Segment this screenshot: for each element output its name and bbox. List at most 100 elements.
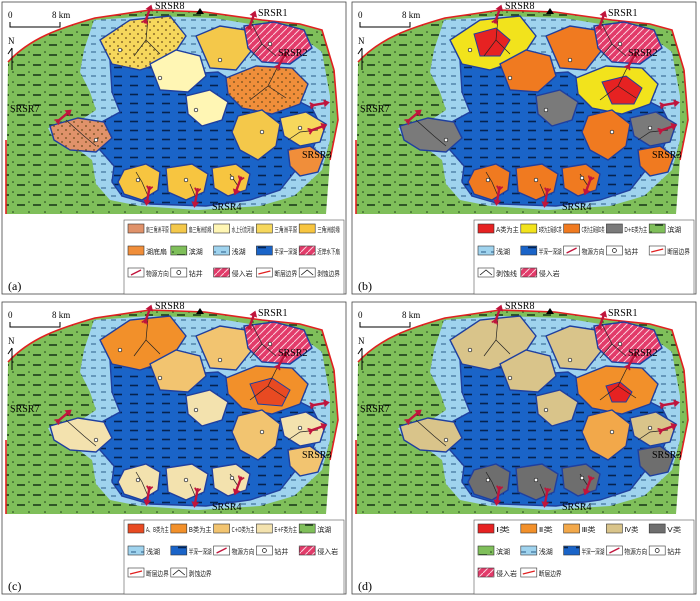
source-arrow-icon (245, 310, 258, 331)
well-marker (117, 47, 123, 53)
panel-b: SRSR8 SRSR1 SRSR2 SRSR7 SRSR3 SRSR4 0 8 km N (b) A… (351, 1, 697, 295)
channel-line (415, 119, 447, 147)
well-marker (217, 357, 223, 363)
legend-item: 半深一深湖 (256, 245, 297, 256)
legend-item: 扇三角洲前缘 (170, 223, 212, 234)
legend-item: 水上分流河道 (213, 223, 255, 234)
legend-swatch (563, 545, 580, 556)
source-label: SRSR2 (628, 48, 657, 59)
fan-srsr4-east (211, 463, 251, 497)
panel-d: SRSR8 SRSR1 SRSR2 SRSR7 SRSR3 SRSR4 0 8 km N (d) Ⅰ… (351, 301, 697, 595)
legend-item: C类为主局部D类 (563, 223, 604, 234)
well-marker (183, 177, 189, 183)
legend-item: 侵入岩 (213, 267, 253, 278)
source-label: SRSR3 (652, 450, 681, 461)
legend-label: B类为主局部C类 (539, 225, 562, 234)
legend-item: Ⅴ类 (648, 523, 681, 534)
fan-srsr2-south (581, 109, 631, 161)
legend-label: Ⅲ类 (582, 525, 596, 534)
legend-item: 浅湖 (213, 245, 246, 256)
source-arrow-icon (491, 4, 504, 25)
source-arrow-icon (245, 10, 258, 31)
north-label: N (358, 336, 365, 346)
channel-line (495, 339, 511, 355)
source-arrow-icon (659, 99, 680, 110)
legend-swatch (606, 523, 623, 534)
fault-boundary-east (329, 369, 339, 461)
legend-item: 物源方向 (127, 267, 169, 278)
source-arrow-icon (595, 310, 608, 331)
legend-label: 剥蚀线 (496, 269, 517, 278)
legend-label: 侵入岩 (496, 569, 517, 578)
source-label: SRSR3 (652, 150, 681, 161)
source-arrow-icon (307, 122, 328, 135)
well-marker (217, 57, 223, 63)
legend-swatch (563, 523, 580, 534)
triangle-marker (546, 308, 554, 314)
legend-swatch (606, 223, 623, 234)
source-label: SRSR4 (212, 502, 241, 513)
source-arrow-icon (582, 475, 595, 496)
legend-item: 剥蚀边界 (298, 267, 340, 278)
legend-swatch (256, 245, 273, 256)
legend-item: C+D类为主 (213, 523, 254, 534)
legend-label: 物源方向 (146, 269, 169, 278)
legend-label: Ⅳ类 (624, 525, 638, 534)
well-marker (93, 137, 99, 143)
triangle-marker (196, 8, 204, 14)
panel-label: (d) (358, 579, 372, 593)
channel-line (249, 343, 263, 359)
legend-label: 侵入岩 (539, 269, 560, 278)
legend-item: 浅湖 (477, 245, 510, 256)
fan-srsr1 (593, 321, 663, 365)
source-arrow-icon (191, 187, 202, 208)
legend-label: 水上分流河道 (232, 225, 255, 234)
legend-label: 浅湖 (146, 547, 160, 556)
well-marker (183, 477, 189, 483)
source-label: SRSR1 (608, 8, 637, 19)
well-marker (157, 375, 163, 381)
north-arrow-icon: N (7, 36, 15, 70)
panel-c: SRSR8 SRSR1 SRSR2 SRSR7 SRSR3 SRSR4 0 8 km N (c) A… (1, 301, 347, 595)
legend-swatch (256, 523, 273, 534)
source-arrow-icon (493, 185, 504, 206)
fan-srsr8-east (149, 49, 207, 93)
well-marker (533, 477, 539, 483)
legend-swatch (298, 545, 316, 556)
legend-swatch (213, 223, 230, 234)
legend-label: 滨湖 (189, 247, 203, 256)
core-srsr8 (473, 27, 511, 57)
scale-zero: 0 (8, 10, 13, 20)
fault-boundary-east (329, 69, 339, 161)
legend-swatch (127, 245, 145, 256)
legend-label: 近岸水下扇 (317, 247, 340, 256)
well-marker (543, 407, 549, 413)
source-label: SRSR7 (360, 104, 389, 115)
north-arrow-icon: N (357, 36, 365, 70)
legend-item: 断层边界 (648, 245, 690, 256)
source-label: SRSR8 (505, 1, 534, 12)
legend-item: 物源方向 (606, 545, 647, 556)
well-marker (617, 41, 623, 47)
legend-swatch (170, 223, 188, 234)
fan-srsr4-east (561, 163, 601, 197)
well-marker (135, 477, 141, 483)
legend-label: E+F类为主 (274, 525, 297, 534)
legend-label: B类为主 (189, 525, 212, 534)
scale-bar: 0 8 km (358, 10, 420, 28)
legend-label: 侵入岩 (317, 547, 338, 556)
legend-label: 三角洲平原 (274, 225, 297, 234)
legend-label: 浅湖 (232, 247, 246, 256)
fan-srsr8-east (499, 349, 557, 393)
scale-zero: 0 (358, 310, 363, 320)
legend-item: 扇三角洲平原 (127, 223, 169, 234)
channel-line (145, 339, 161, 355)
scale-zero: 0 (358, 10, 363, 20)
legend-item: B类为主 (170, 523, 212, 534)
legend-swatch (213, 523, 230, 534)
legend-label: 侵入岩 (232, 269, 253, 278)
fan-srsr2-south (231, 109, 281, 161)
legend-label: 半深一深湖 (539, 247, 562, 256)
source-arrow-icon (659, 399, 680, 410)
